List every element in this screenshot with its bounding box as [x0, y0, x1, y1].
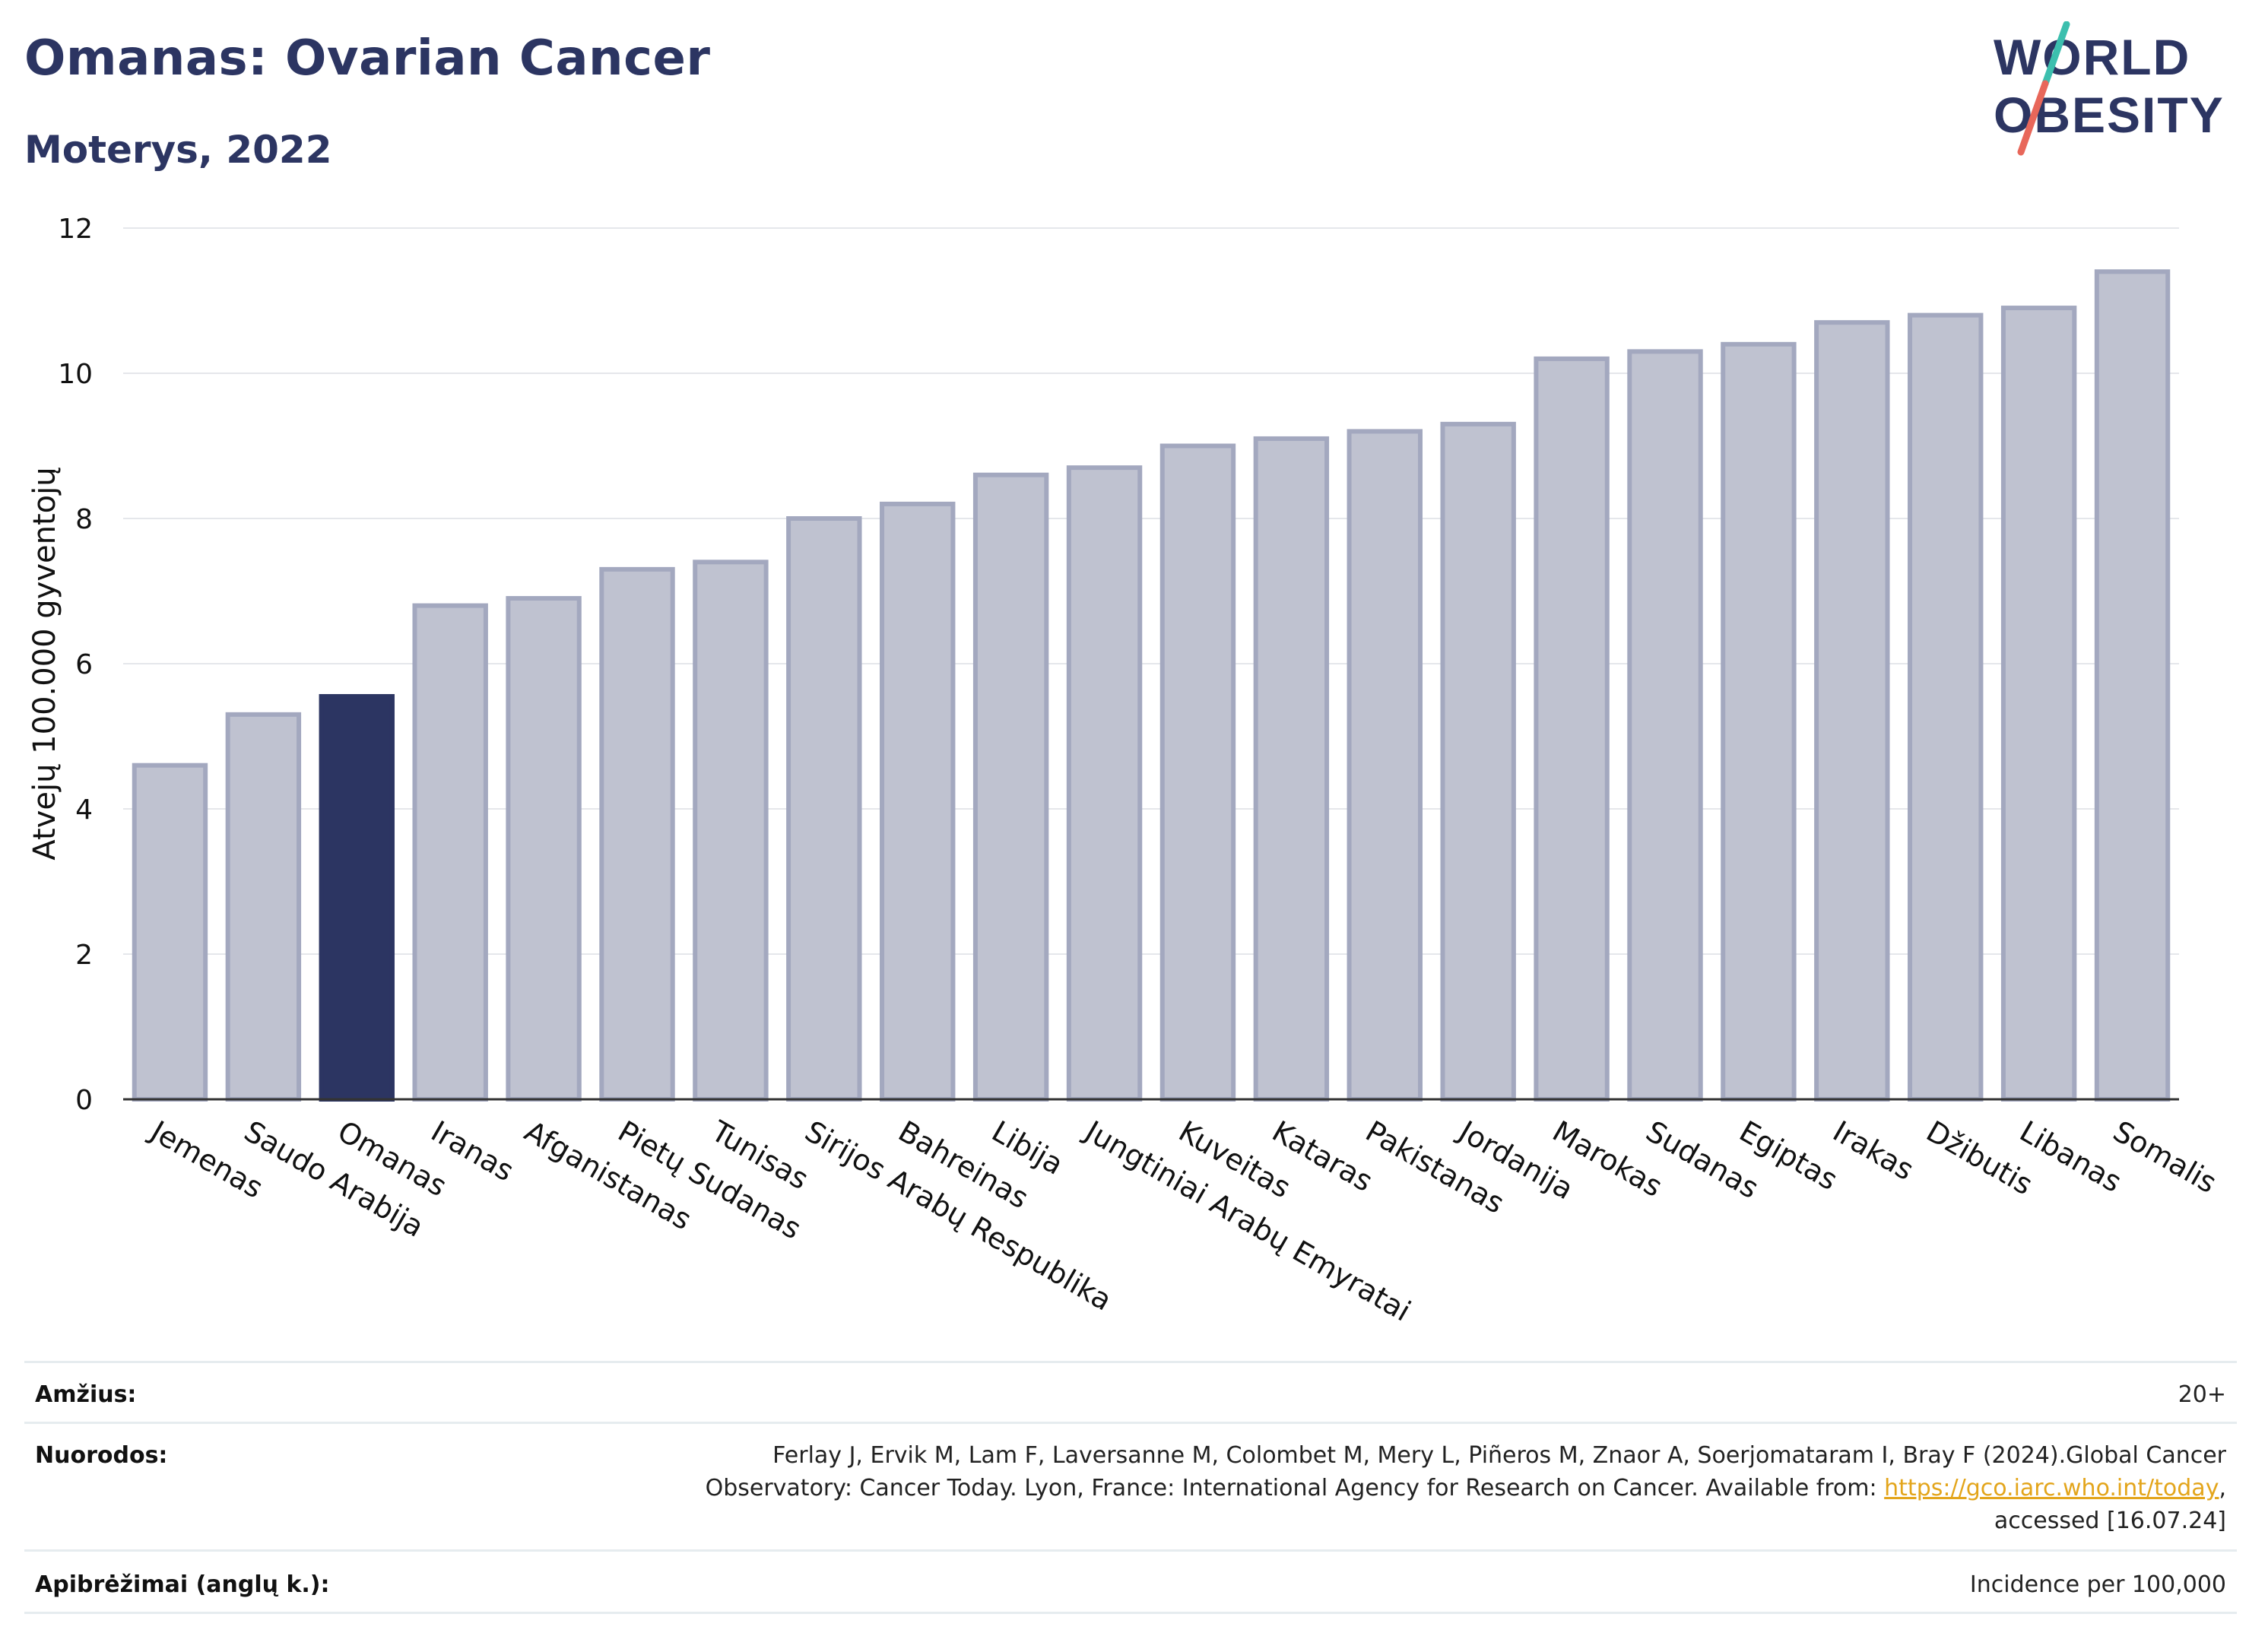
age-label: Amžius: [35, 1381, 137, 1408]
bar [412, 603, 488, 1102]
y-tick-label: 8 [75, 504, 93, 535]
bar [1066, 465, 1143, 1102]
references-line-2-end: , [2219, 1475, 2226, 1501]
info-row-age: Amžius: 20+ [24, 1361, 2237, 1424]
logo-slash-bottom [2017, 80, 2049, 156]
chart-title: Omanas: Ovarian Cancer [24, 30, 711, 87]
definitions-label: Apibrėžimai (anglų k.): [35, 1571, 330, 1598]
definitions-value: Incidence per 100,000 [1969, 1571, 2226, 1598]
y-tick-label: 4 [75, 794, 93, 826]
bar [599, 566, 675, 1102]
y-tick-label: 10 [58, 359, 93, 390]
bar [1627, 349, 1703, 1102]
x-tick-label: Džibutis [1921, 1115, 2038, 1202]
x-tick-label: Somalis [2108, 1115, 2222, 1200]
y-axis-label: Atvejų 100.000 gyventojų [27, 467, 62, 860]
info-row-definitions: Apibrėžimai (anglų k.): Incidence per 10… [24, 1549, 2237, 1614]
logo-slash-top [2041, 21, 2070, 87]
info-bottom-rule [24, 1612, 2237, 1614]
bar [2000, 306, 2077, 1102]
references-label: Nuorodos: [35, 1442, 168, 1469]
info-row-references: Nuorodos: Ferlay J, Ervik M, Lam F, Lave… [24, 1422, 2237, 1552]
bar [1721, 341, 1797, 1102]
y-tick-label: 0 [75, 1085, 93, 1116]
logo-text-world: WORLD [1994, 29, 2190, 85]
bar [319, 693, 395, 1102]
bar [880, 501, 956, 1102]
y-tick-label: 2 [75, 940, 93, 971]
references-link[interactable]: https://gco.iarc.who.int/today [1884, 1475, 2219, 1501]
bar [2094, 269, 2171, 1102]
bar [225, 712, 302, 1102]
world-obesity-logo: WORLD OBESITY [1994, 21, 2223, 156]
bar [506, 596, 582, 1102]
references-line-2: Observatory: Cancer Today. Lyon, France:… [706, 1472, 2226, 1505]
bar [1159, 443, 1236, 1102]
age-value: 20+ [2178, 1381, 2226, 1408]
references-line-2-text: Observatory: Cancer Today. Lyon, France:… [705, 1475, 1885, 1501]
references-line-1: Ferlay J, Ervik M, Lam F, Laversanne M, … [772, 1442, 2226, 1469]
bar [132, 763, 208, 1102]
y-tick-label: 12 [58, 214, 93, 245]
references-line-3: accessed [16.07.24] [1994, 1508, 2226, 1534]
bar [972, 472, 1049, 1102]
bar [1253, 436, 1330, 1102]
bar [1814, 320, 1890, 1102]
bar [1347, 429, 1423, 1102]
references-value: Ferlay J, Ervik M, Lam F, Laversanne M, … [706, 1439, 2226, 1537]
x-tick-label: Libanas [2014, 1115, 2127, 1199]
bar [1908, 312, 1984, 1102]
chart-subtitle: Moterys, 2022 [24, 128, 332, 172]
bar [1440, 421, 1516, 1102]
y-tick-label: 6 [75, 649, 93, 680]
bar [693, 560, 769, 1102]
bar [786, 516, 862, 1102]
bar [1534, 356, 1610, 1102]
x-tick-label: Irakas [1827, 1115, 1919, 1187]
